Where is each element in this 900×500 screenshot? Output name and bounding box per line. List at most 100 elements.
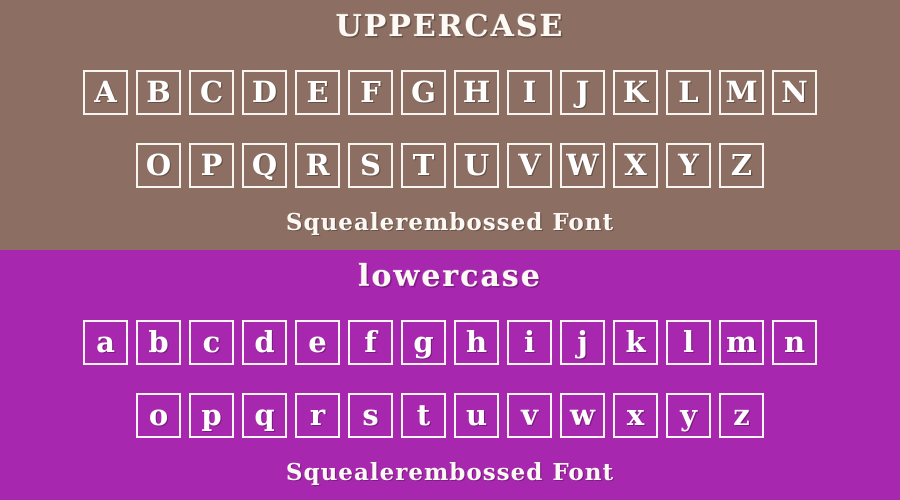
letter-glyph: f: [364, 325, 377, 359]
letter-glyph: T: [412, 148, 435, 182]
letter-glyph: Y: [678, 148, 699, 182]
letter-glyph: W: [566, 148, 599, 182]
letter-box: s: [348, 393, 393, 438]
letter-glyph: n: [783, 325, 806, 359]
letter-glyph: X: [624, 148, 647, 182]
letter-glyph: I: [522, 75, 537, 109]
letter-glyph: i: [523, 325, 536, 359]
letter-box: k: [613, 320, 658, 365]
letter-glyph: E: [306, 75, 329, 109]
letter-box: V: [507, 143, 552, 188]
letter-glyph: J: [575, 75, 590, 109]
letter-glyph: Q: [251, 148, 278, 182]
letter-box: D: [242, 70, 287, 115]
uppercase-font-name-label: Squealerembossed Font: [285, 209, 615, 236]
letter-box: z: [719, 393, 764, 438]
letter-box: I: [507, 70, 552, 115]
letter-glyph: h: [465, 325, 488, 359]
letter-glyph: B: [146, 75, 171, 109]
letter-box: a: [83, 320, 128, 365]
letter-glyph: a: [96, 325, 115, 359]
letter-glyph: l: [682, 325, 695, 359]
letter-glyph: U: [463, 148, 490, 182]
letter-glyph: d: [254, 325, 275, 359]
letter-glyph: A: [94, 75, 117, 109]
letter-box: Y: [666, 143, 711, 188]
letter-box: E: [295, 70, 340, 115]
letter-glyph: C: [199, 75, 224, 109]
letter-box: n: [772, 320, 817, 365]
letter-box: B: [136, 70, 181, 115]
letter-box: l: [666, 320, 711, 365]
letter-box: F: [348, 70, 393, 115]
letter-box: t: [401, 393, 446, 438]
letter-box: T: [401, 143, 446, 188]
letter-glyph: g: [413, 325, 434, 359]
letter-glyph: e: [308, 325, 327, 359]
letter-glyph: O: [145, 148, 172, 182]
letter-box: M: [719, 70, 764, 115]
letter-box: G: [401, 70, 446, 115]
letter-glyph: v: [521, 398, 538, 432]
letter-box: H: [454, 70, 499, 115]
letter-box: e: [295, 320, 340, 365]
letter-box: v: [507, 393, 552, 438]
letter-glyph: N: [781, 75, 808, 109]
letter-box: X: [613, 143, 658, 188]
letter-box: W: [560, 143, 605, 188]
letter-box: C: [189, 70, 234, 115]
letter-box: x: [613, 393, 658, 438]
letter-glyph: t: [416, 398, 431, 432]
letter-glyph: P: [200, 148, 223, 182]
letter-box: g: [401, 320, 446, 365]
letter-box: h: [454, 320, 499, 365]
letter-box: N: [772, 70, 817, 115]
letter-glyph: G: [411, 75, 436, 109]
letter-box: q: [242, 393, 287, 438]
letter-glyph: b: [148, 325, 169, 359]
letter-glyph: p: [201, 398, 222, 432]
letter-glyph: k: [625, 325, 646, 359]
letter-box: R: [295, 143, 340, 188]
letter-glyph: M: [725, 75, 758, 109]
letter-box: Z: [719, 143, 764, 188]
uppercase-section-title: UPPERCASE: [335, 9, 565, 44]
letter-box: b: [136, 320, 181, 365]
letter-box: r: [295, 393, 340, 438]
letter-glyph: m: [726, 325, 757, 359]
letter-box: S: [348, 143, 393, 188]
letter-glyph: H: [462, 75, 491, 109]
letter-box: o: [136, 393, 181, 438]
letter-box: U: [454, 143, 499, 188]
letter-box: c: [189, 320, 234, 365]
letter-glyph: R: [305, 148, 330, 182]
letter-box: P: [189, 143, 234, 188]
letter-box: Q: [242, 143, 287, 188]
letter-box: A: [83, 70, 128, 115]
letter-box: y: [666, 393, 711, 438]
letter-box: w: [560, 393, 605, 438]
letter-box: m: [719, 320, 764, 365]
letter-glyph: F: [360, 75, 381, 109]
letter-box: O: [136, 143, 181, 188]
letter-glyph: q: [254, 398, 275, 432]
letter-box: L: [666, 70, 711, 115]
letter-box: p: [189, 393, 234, 438]
letter-glyph: L: [678, 75, 699, 109]
letter-box: i: [507, 320, 552, 365]
letter-glyph: Z: [730, 148, 753, 182]
letter-box: f: [348, 320, 393, 365]
letter-box: j: [560, 320, 605, 365]
letter-glyph: D: [251, 75, 278, 109]
letter-glyph: c: [202, 325, 221, 359]
lowercase-section-title: lowercase: [358, 259, 542, 294]
letter-box: u: [454, 393, 499, 438]
letter-box: d: [242, 320, 287, 365]
